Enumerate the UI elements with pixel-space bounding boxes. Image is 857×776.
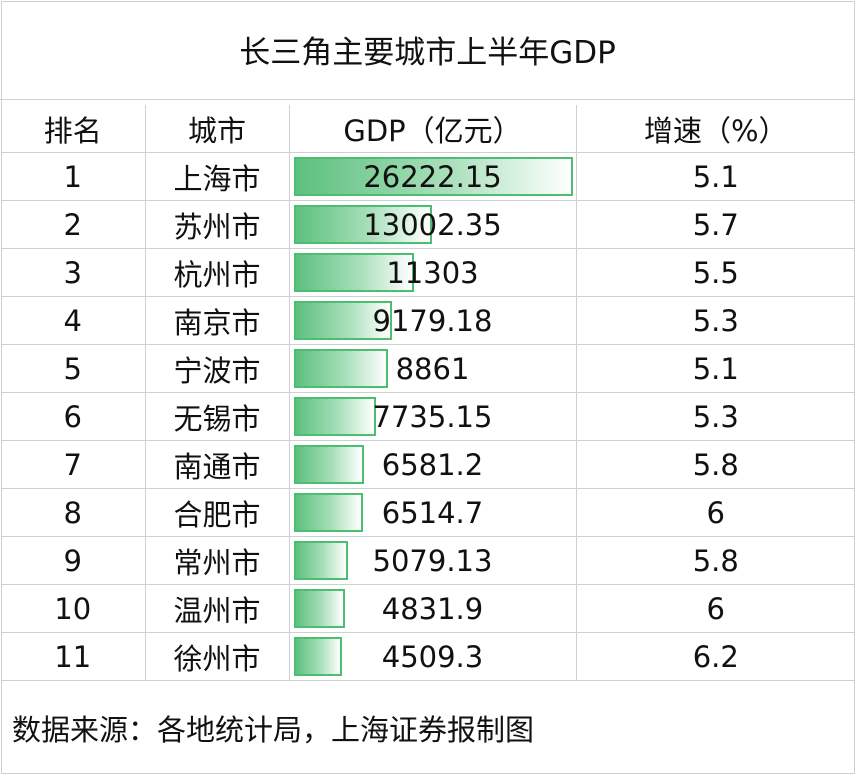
gdp-cell: 9179.18 <box>288 296 577 345</box>
table-row: 8 合肥市 6514.7 6 <box>1 488 855 537</box>
city-cell: 杭州市 <box>144 248 290 297</box>
gdp-value-label: 26222.15 <box>363 159 502 194</box>
gdp-value-label: 9179.18 <box>372 303 493 338</box>
gdp-value-label: 6514.7 <box>381 495 484 530</box>
rank-cell: 1 <box>1 152 146 201</box>
gdp-bar <box>293 301 392 340</box>
gdp-value-label: 5079.13 <box>372 543 493 578</box>
growth-cell: 6 <box>575 488 855 537</box>
source-divider <box>1 680 855 681</box>
header-row: 排名 城市 GDP（亿元） 增速（%） <box>1 105 855 153</box>
gdp-table: 排名 城市 GDP（亿元） 增速（%） 1 上海市 26222.15 5.1 2 苏州市 1… <box>1 105 855 681</box>
gdp-cell: 11303 <box>288 248 577 297</box>
table-row: 6 无锡市 7735.15 5.3 <box>1 392 855 441</box>
gdp-value-label: 8861 <box>395 351 470 386</box>
gdp-bar <box>293 493 363 532</box>
gdp-bar <box>293 397 376 436</box>
gdp-cell: 4509.3 <box>288 632 577 681</box>
header-city: 城市 <box>144 105 290 153</box>
growth-cell: 5.8 <box>575 440 855 489</box>
growth-cell: 5.3 <box>575 392 855 441</box>
city-cell: 南京市 <box>144 296 290 345</box>
gdp-cell: 13002.35 <box>288 200 577 249</box>
table-row: 3 杭州市 11303 5.5 <box>1 248 855 297</box>
rank-cell: 11 <box>1 632 146 681</box>
chart-title: 长三角主要城市上半年GDP <box>0 0 855 100</box>
gdp-cell: 4831.9 <box>288 584 577 633</box>
gdp-cell: 26222.15 <box>288 152 577 201</box>
growth-cell: 5.1 <box>575 152 855 201</box>
table-row: 2 苏州市 13002.35 5.7 <box>1 200 855 249</box>
gdp-bar <box>293 349 388 388</box>
gdp-bar <box>293 253 414 292</box>
table-row: 5 宁波市 8861 5.1 <box>1 344 855 393</box>
gdp-value-label: 4509.3 <box>381 639 484 674</box>
gdp-cell: 6514.7 <box>288 488 577 537</box>
gdp-bar <box>293 205 432 244</box>
table-row: 7 南通市 6581.2 5.8 <box>1 440 855 489</box>
table-row: 11 徐州市 4509.3 6.2 <box>1 632 855 681</box>
gdp-bar <box>293 637 342 676</box>
growth-cell: 5.1 <box>575 344 855 393</box>
gdp-value-label: 13002.35 <box>363 207 502 242</box>
table-row: 10 温州市 4831.9 6 <box>1 584 855 633</box>
header-growth: 增速（%） <box>575 105 855 153</box>
rank-cell: 8 <box>1 488 146 537</box>
header-gdp: GDP（亿元） <box>288 105 577 153</box>
gdp-value-label: 6581.2 <box>381 447 484 482</box>
city-cell: 苏州市 <box>144 200 290 249</box>
rank-cell: 6 <box>1 392 146 441</box>
table-row: 9 常州市 5079.13 5.8 <box>1 536 855 585</box>
city-cell: 无锡市 <box>144 392 290 441</box>
gdp-bar <box>293 445 364 484</box>
rank-cell: 5 <box>1 344 146 393</box>
growth-cell: 6 <box>575 584 855 633</box>
growth-cell: 5.8 <box>575 536 855 585</box>
city-cell: 南通市 <box>144 440 290 489</box>
city-cell: 常州市 <box>144 536 290 585</box>
gdp-cell: 8861 <box>288 344 577 393</box>
rank-cell: 9 <box>1 536 146 585</box>
growth-cell: 5.3 <box>575 296 855 345</box>
city-cell: 宁波市 <box>144 344 290 393</box>
city-cell: 上海市 <box>144 152 290 201</box>
city-cell: 温州市 <box>144 584 290 633</box>
gdp-bar <box>293 157 573 196</box>
gdp-bar <box>293 541 348 580</box>
gdp-cell: 7735.15 <box>288 392 577 441</box>
rank-cell: 7 <box>1 440 146 489</box>
growth-cell: 6.2 <box>575 632 855 681</box>
rank-cell: 4 <box>1 296 146 345</box>
gdp-cell: 6581.2 <box>288 440 577 489</box>
table-row: 1 上海市 26222.15 5.1 <box>1 152 855 201</box>
rank-cell: 10 <box>1 584 146 633</box>
rank-cell: 3 <box>1 248 146 297</box>
gdp-value-label: 4831.9 <box>381 591 484 626</box>
city-cell: 徐州市 <box>144 632 290 681</box>
rank-cell: 2 <box>1 200 146 249</box>
gdp-bar <box>293 589 345 628</box>
table-row: 4 南京市 9179.18 5.3 <box>1 296 855 345</box>
source-note: 数据来源：各地统计局，上海证券报制图 <box>12 713 535 747</box>
header-rank: 排名 <box>1 105 146 153</box>
growth-cell: 5.5 <box>575 248 855 297</box>
gdp-value-label: 11303 <box>386 255 479 290</box>
gdp-cell: 5079.13 <box>288 536 577 585</box>
growth-cell: 5.7 <box>575 200 855 249</box>
gdp-value-label: 7735.15 <box>372 399 493 434</box>
city-cell: 合肥市 <box>144 488 290 537</box>
